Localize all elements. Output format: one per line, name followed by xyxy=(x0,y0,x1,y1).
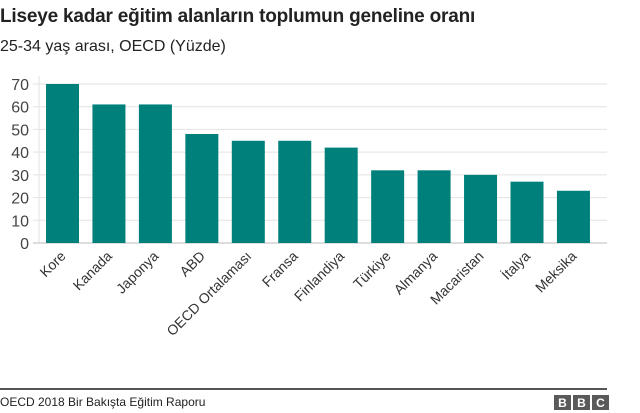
bar xyxy=(556,190,590,243)
y-axis-ticks: 0 10 20 30 40 50 60 70 xyxy=(11,77,29,253)
chart-title: Liseye kadar eğitim alanların toplumun g… xyxy=(0,6,476,27)
bar xyxy=(231,140,265,243)
bbc-logo-letter: B xyxy=(573,395,590,410)
x-tick-label: ABD xyxy=(176,248,208,280)
y-tick-label: 40 xyxy=(11,145,29,162)
bar xyxy=(417,170,451,243)
bar xyxy=(371,170,405,243)
bar xyxy=(92,104,126,243)
x-tick-label: Fransa xyxy=(259,248,301,290)
bar xyxy=(510,181,544,243)
y-tick-label: 30 xyxy=(11,168,29,185)
footer-divider xyxy=(0,388,607,390)
bar xyxy=(464,174,498,243)
bars xyxy=(46,84,590,243)
bar xyxy=(138,104,172,243)
y-tick-label: 60 xyxy=(11,100,29,117)
bbc-logo: B B C xyxy=(554,395,609,410)
bar xyxy=(324,147,358,243)
bar xyxy=(278,140,312,243)
source-text: OECD 2018 Bir Bakışta Eğitim Raporu xyxy=(0,395,206,409)
x-tick-label: OECD Ortalaması xyxy=(163,248,254,339)
x-tick-label: Finlandiya xyxy=(291,248,348,305)
x-tick-label: Kore xyxy=(36,248,68,280)
x-tick-label: Meksika xyxy=(532,248,580,296)
chart-subtitle: 25-34 yaş arası, OECD (Yüzde) xyxy=(0,38,226,55)
bar xyxy=(185,133,219,243)
y-tick-label: 0 xyxy=(20,236,29,253)
x-tick-label: Türkiye xyxy=(350,248,394,292)
bbc-logo-letter: C xyxy=(592,395,609,410)
bar xyxy=(46,84,79,243)
y-tick-label: 20 xyxy=(11,191,29,208)
y-tick-label: 50 xyxy=(11,122,29,139)
x-tick-label: İtalya xyxy=(497,247,533,283)
bbc-logo-letter: B xyxy=(554,395,571,410)
x-tick-label: Kanada xyxy=(70,248,116,294)
y-tick-label: 10 xyxy=(11,213,29,230)
y-tick-label: 70 xyxy=(11,77,29,94)
x-tick-label: Japonya xyxy=(113,248,162,297)
